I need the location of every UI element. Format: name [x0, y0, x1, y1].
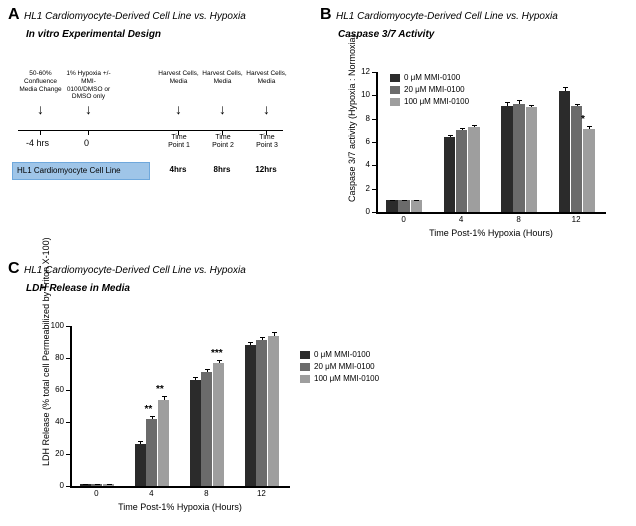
significance-marker: *	[581, 114, 585, 125]
bar	[201, 372, 212, 486]
timeline-event: Harvest Cells, Media ↓	[244, 70, 289, 116]
legend-label: 100 μM MMI-0100	[404, 97, 469, 106]
panel-subtitle: In vitro Experimental Design	[26, 29, 161, 40]
bar	[213, 363, 224, 486]
hours-label: 4hrs	[160, 162, 196, 180]
panel-header: A HL1 Cardiomyocyte-Derived Cell Line vs…	[8, 6, 298, 42]
panel-title: HL1 Cardiomyocyte-Derived Cell Line vs. …	[24, 265, 246, 276]
x-tick-label: 0	[81, 489, 111, 498]
bar	[80, 484, 91, 486]
legend-swatch	[390, 74, 400, 82]
bar	[190, 380, 201, 486]
x-axis-title: Time Post-1% Hypoxia (Hours)	[70, 502, 290, 512]
timeline: 50-60% Confluence Media Change↓1% Hypoxi…	[8, 70, 298, 210]
legend-label: 0 μM MMI-0100	[314, 350, 370, 359]
hours-label: 8hrs	[204, 162, 240, 180]
arrow-down-icon: ↓	[200, 102, 245, 116]
timeline-event: 50-60% Confluence Media Change ↓	[18, 70, 63, 116]
bar	[103, 484, 114, 486]
x-tick-label: 8	[504, 215, 534, 224]
legend-swatch	[390, 86, 400, 94]
bar	[468, 127, 480, 212]
event-label: 1% Hypoxia +/- MMI-0100/DMSO or DMSO onl…	[66, 70, 111, 100]
timepoint-label: Time Point 2	[208, 134, 238, 151]
y-tick-label: 0	[44, 481, 64, 490]
x-tick-label: 8	[191, 489, 221, 498]
legend-label: 20 μM MMI-0100	[404, 85, 465, 94]
panel-header: C HL1 Cardiomyocyte-Derived Cell Line vs…	[8, 260, 408, 296]
event-label: 50-60% Confluence Media Change	[18, 70, 63, 100]
bar	[91, 484, 102, 486]
significance-marker: **	[156, 384, 164, 395]
bar	[583, 129, 595, 212]
panel-c: C HL1 Cardiomyocyte-Derived Cell Line vs…	[8, 260, 408, 526]
x-tick-label: 12	[561, 215, 591, 224]
bar-chart: 02468101204812*Caspase 3/7 activity (Hyp…	[320, 42, 630, 252]
bar	[559, 91, 571, 212]
timeline-event: Harvest Cells, Media ↓	[200, 70, 245, 116]
event-label: Harvest Cells, Media	[156, 70, 201, 100]
legend-label: 0 μM MMI-0100	[404, 73, 460, 82]
legend-swatch	[300, 363, 310, 371]
panel-title: HL1 Cardiomyocyte-Derived Cell Line vs. …	[336, 11, 558, 22]
event-label: Harvest Cells, Media	[200, 70, 245, 100]
bar	[245, 345, 256, 486]
bar	[398, 200, 410, 212]
y-tick-label: 0	[350, 207, 370, 216]
legend-swatch	[300, 351, 310, 359]
significance-marker: ***	[211, 348, 223, 359]
arrow-down-icon: ↓	[244, 102, 289, 116]
hours-label: 12hrs	[248, 162, 284, 180]
x-tick-label: 0	[389, 215, 419, 224]
timeline-axis	[18, 130, 283, 131]
y-axis-title: LDH Release (% total cell Permeabilized …	[41, 346, 51, 466]
bar	[386, 200, 398, 212]
x-tick-label: 4	[136, 489, 166, 498]
arrow-down-icon: ↓	[156, 102, 201, 116]
panel-title: HL1 Cardiomyocyte-Derived Cell Line vs. …	[24, 11, 246, 22]
bar	[135, 444, 146, 486]
panel-letter: A	[8, 6, 20, 23]
timeline-event: Harvest Cells, Media ↓	[156, 70, 201, 116]
panel-letter: B	[320, 6, 332, 23]
timepoint-label: Time Point 1	[164, 134, 194, 151]
time-label: 0	[84, 138, 89, 148]
time-label: -4 hrs	[26, 138, 49, 148]
bar	[158, 400, 169, 486]
x-tick-label: 4	[446, 215, 476, 224]
arrow-down-icon: ↓	[18, 102, 63, 116]
arrow-down-icon: ↓	[66, 102, 111, 116]
bar	[526, 107, 538, 212]
legend-label: 100 μM MMI-0100	[314, 374, 379, 383]
event-label: Harvest Cells, Media	[244, 70, 289, 100]
bar	[411, 200, 423, 212]
x-axis-title: Time Post-1% Hypoxia (Hours)	[376, 228, 606, 238]
timepoint-label: Time Point 3	[252, 134, 282, 151]
y-axis-title: Caspase 3/7 activity (Hypoxia : Normoxia…	[347, 82, 357, 202]
legend-swatch	[390, 98, 400, 106]
panel-header: B HL1 Cardiomyocyte-Derived Cell Line vs…	[320, 6, 630, 42]
bar	[268, 336, 279, 486]
bar	[256, 340, 267, 486]
legend-swatch	[300, 375, 310, 383]
panel-a: A HL1 Cardiomyocyte-Derived Cell Line vs…	[8, 6, 298, 210]
bar	[501, 106, 513, 212]
legend-label: 20 μM MMI-0100	[314, 362, 375, 371]
bar	[444, 137, 456, 212]
timeline-event: 1% Hypoxia +/- MMI-0100/DMSO or DMSO onl…	[66, 70, 111, 116]
bar	[513, 104, 525, 213]
bar	[456, 130, 468, 212]
significance-marker: **	[144, 404, 152, 415]
x-tick-label: 12	[246, 489, 276, 498]
panel-b: B HL1 Cardiomyocyte-Derived Cell Line vs…	[320, 6, 630, 252]
cell-line-bar: HL1 Cardiomyocyte Cell Line	[12, 162, 150, 180]
bar	[146, 419, 157, 486]
panel-letter: C	[8, 260, 20, 277]
bar-chart: 02040608010004812*******LDH Release (% t…	[8, 296, 408, 526]
